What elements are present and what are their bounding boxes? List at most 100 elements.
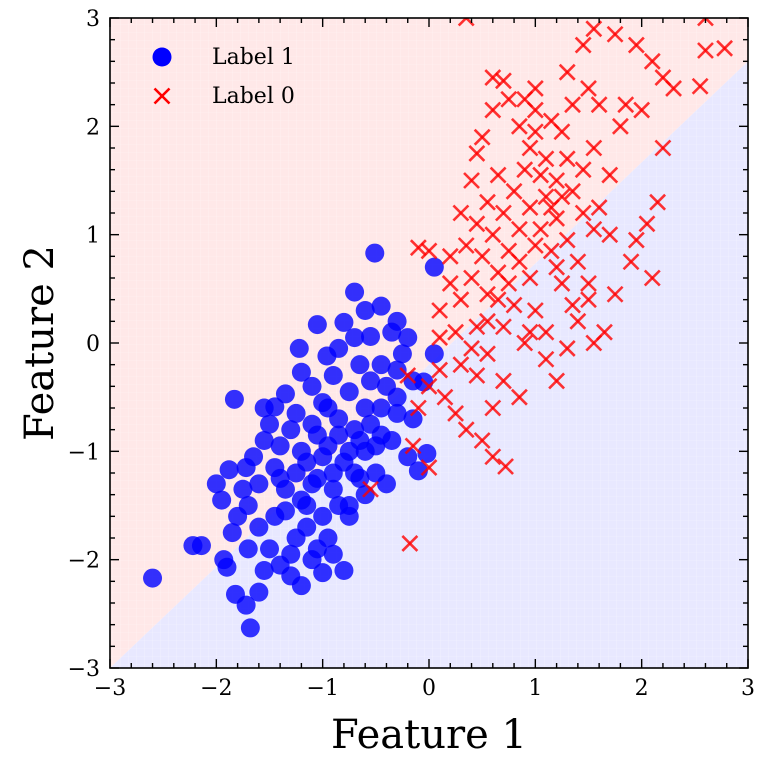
point-label-0 <box>542 242 560 260</box>
point-label-0 <box>627 36 645 54</box>
point-label-0 <box>537 150 555 168</box>
point-label-0 <box>558 63 576 81</box>
point-label-1 <box>281 420 301 440</box>
point-label-0 <box>532 220 550 238</box>
point-label-0 <box>516 161 534 179</box>
point-label-0 <box>479 345 496 363</box>
point-label-0 <box>553 274 571 292</box>
point-label-0 <box>473 432 491 449</box>
point-label-0 <box>521 199 539 217</box>
point-label-0 <box>431 361 449 379</box>
point-label-0 <box>564 96 581 114</box>
point-label-1 <box>302 376 322 396</box>
point-label-0 <box>401 534 419 552</box>
point-label-0 <box>558 339 576 357</box>
point-label-0 <box>521 323 539 341</box>
point-label-0 <box>479 312 496 330</box>
point-label-1 <box>244 447 264 467</box>
point-label-0 <box>468 215 486 233</box>
point-label-1 <box>365 243 385 263</box>
point-label-1 <box>313 447 333 467</box>
point-label-1 <box>249 582 269 602</box>
point-label-1 <box>212 490 232 510</box>
point-label-0 <box>468 318 486 336</box>
point-label-0 <box>409 239 427 257</box>
axis-ticks <box>109 17 749 669</box>
point-label-1 <box>398 447 418 467</box>
point-label-1 <box>275 384 295 404</box>
point-label-1 <box>291 490 311 510</box>
x-tick-label: 2 <box>635 676 649 701</box>
point-label-0 <box>622 253 640 271</box>
point-label-0 <box>580 274 597 292</box>
point-label-1 <box>323 479 343 499</box>
point-label-1 <box>350 355 370 375</box>
point-label-0 <box>574 36 592 54</box>
point-label-0 <box>468 367 486 384</box>
point-label-0 <box>580 79 597 97</box>
point-label-0 <box>441 274 459 292</box>
point-label-0 <box>404 437 422 455</box>
point-label-0 <box>409 399 427 417</box>
point-label-0 <box>585 220 603 238</box>
point-label-1 <box>366 436 386 456</box>
point-label-1 <box>214 550 234 570</box>
legend-marker-label-0 <box>153 87 171 105</box>
point-label-0 <box>580 291 597 309</box>
y-tick-label: 0 <box>86 332 100 357</box>
point-label-1 <box>350 431 370 450</box>
point-label-0 <box>420 242 438 260</box>
legend-item-label-1: Label 1 <box>152 45 295 70</box>
point-label-0 <box>505 296 523 314</box>
point-label-0 <box>510 388 528 406</box>
point-label-0 <box>484 226 502 244</box>
point-label-1 <box>240 618 260 638</box>
point-label-0 <box>479 193 496 211</box>
point-label-1 <box>403 409 423 429</box>
point-label-0 <box>558 231 576 249</box>
point-label-1 <box>387 360 407 380</box>
point-label-0 <box>497 458 514 475</box>
point-label-1 <box>376 474 396 494</box>
point-label-1 <box>286 403 306 423</box>
point-label-0 <box>526 123 544 141</box>
point-label-1 <box>339 382 359 402</box>
point-label-1 <box>313 506 333 526</box>
point-label-1 <box>307 315 327 335</box>
point-label-1 <box>355 301 375 320</box>
point-label-1 <box>387 403 407 423</box>
point-label-0 <box>463 269 480 287</box>
point-label-1 <box>392 344 412 364</box>
point-label-1 <box>233 479 253 499</box>
point-label-0 <box>526 302 544 319</box>
point-label-0 <box>627 231 645 249</box>
point-label-1 <box>345 463 365 483</box>
point-label-0 <box>611 117 629 135</box>
point-label-0 <box>420 459 438 477</box>
point-label-0 <box>521 139 539 157</box>
point-label-0 <box>521 269 539 287</box>
point-label-1 <box>265 506 285 526</box>
point-label-0 <box>510 117 528 135</box>
x-tick-label: −2 <box>200 676 232 701</box>
point-label-0 <box>510 253 528 271</box>
point-label-1 <box>238 539 258 559</box>
point-label-0 <box>585 20 603 38</box>
point-label-1 <box>329 496 349 515</box>
point-label-0 <box>697 18 714 27</box>
point-label-1 <box>313 563 333 583</box>
point-label-1 <box>286 463 306 483</box>
point-label-0 <box>526 237 544 254</box>
point-label-1 <box>222 523 242 543</box>
point-label-0 <box>548 258 566 276</box>
point-label-0 <box>574 161 592 179</box>
point-label-0 <box>468 144 486 162</box>
point-label-0 <box>463 339 480 357</box>
point-label-0 <box>362 480 379 498</box>
point-label-0 <box>638 215 656 233</box>
point-label-1 <box>424 344 444 364</box>
point-label-1 <box>254 431 274 450</box>
legend-marker-label-1 <box>152 47 172 67</box>
point-label-0 <box>431 302 449 319</box>
